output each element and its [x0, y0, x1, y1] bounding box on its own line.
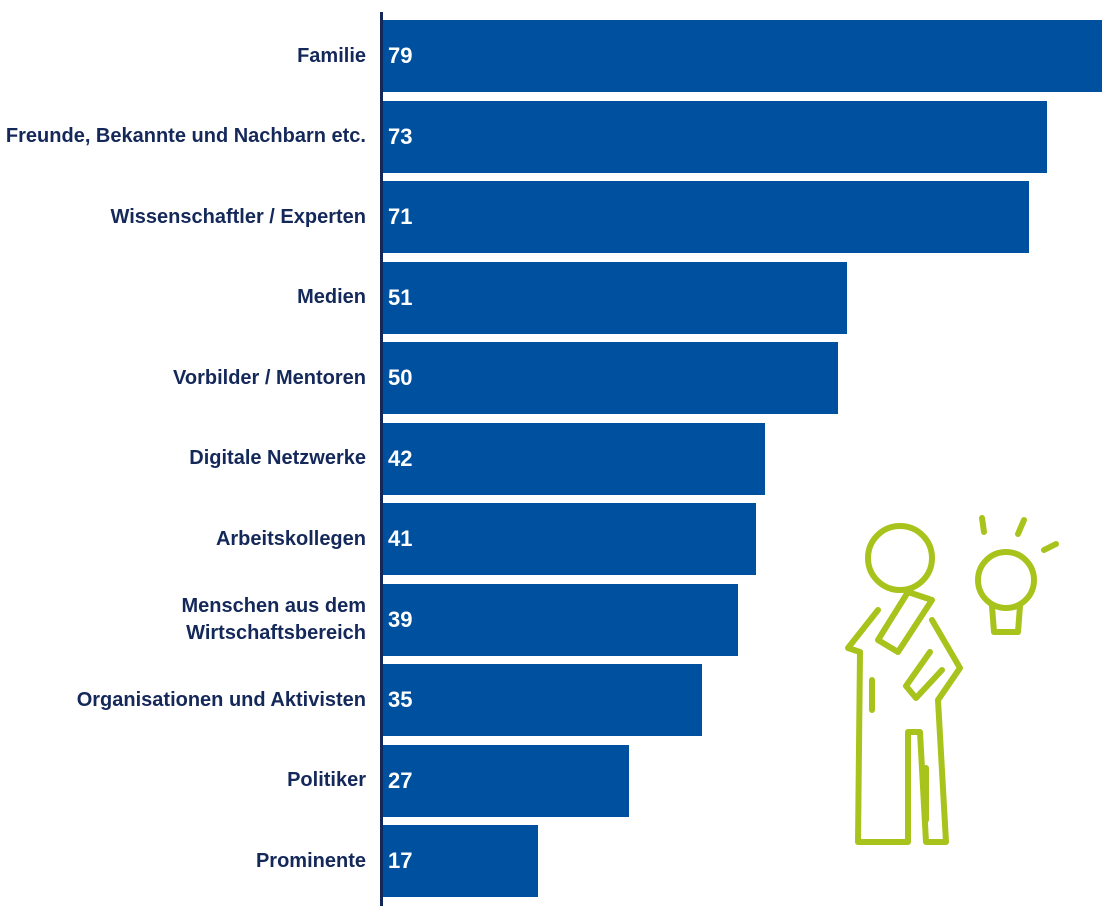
axis-line	[380, 12, 383, 906]
bar	[383, 503, 756, 575]
value-label: 27	[388, 745, 412, 817]
bar	[383, 20, 1102, 92]
bar	[383, 342, 838, 414]
category-label: Vorbilder / Mentoren	[4, 342, 366, 414]
bar	[383, 423, 765, 495]
category-label: Politiker	[4, 745, 366, 817]
value-label: 39	[388, 584, 412, 656]
bar	[383, 101, 1047, 173]
category-label: Arbeitskollegen	[4, 503, 366, 575]
category-label: Menschen aus dem Wirtschaftsbereich	[4, 584, 366, 656]
value-label: 41	[388, 503, 412, 575]
page: Familie 79 Freunde, Bekannte und Nachbarn …	[0, 0, 1102, 906]
bar	[383, 745, 629, 817]
value-label: 79	[388, 20, 412, 92]
value-label: 35	[388, 664, 412, 736]
category-label: Medien	[4, 262, 366, 334]
category-label: Freunde, Bekannte und Nachbarn etc.	[4, 101, 366, 173]
value-label: 50	[388, 342, 412, 414]
category-label: Wissenschaftler / Experten	[4, 181, 366, 253]
value-label: 51	[388, 262, 412, 334]
value-label: 73	[388, 101, 412, 173]
bar	[383, 181, 1029, 253]
bar	[383, 584, 738, 656]
value-label: 17	[388, 825, 412, 897]
value-label: 42	[388, 423, 412, 495]
bar	[383, 664, 702, 736]
illustration	[820, 500, 1080, 860]
category-label: Prominente	[4, 825, 366, 897]
bar	[383, 262, 847, 334]
category-label: Familie	[4, 20, 366, 92]
category-label: Organisationen und Aktivisten	[4, 664, 366, 736]
value-label: 71	[388, 181, 412, 253]
category-label: Digitale Netzwerke	[4, 423, 366, 495]
